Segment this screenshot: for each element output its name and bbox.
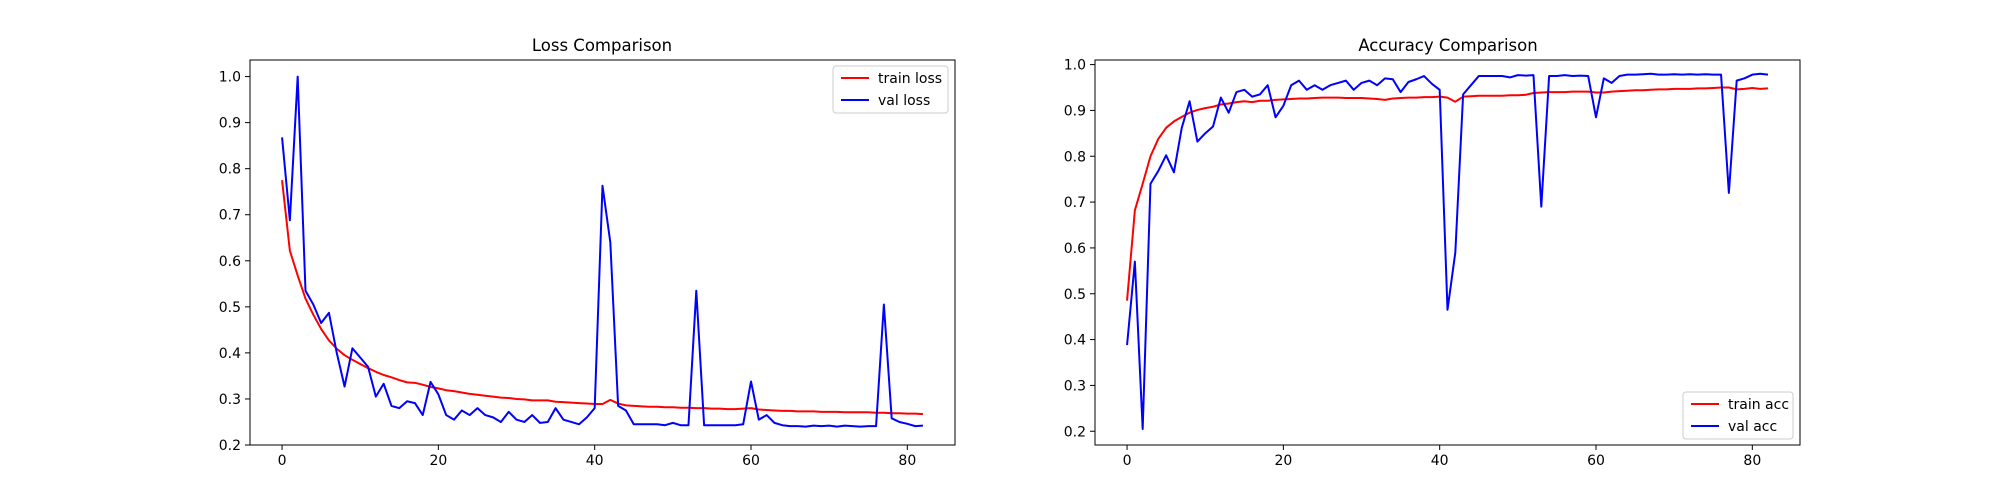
y-tick-label: 0.4 — [219, 346, 241, 362]
legend: train loss val loss — [832, 65, 949, 114]
y-tick-label: 0.2 — [1064, 424, 1086, 440]
legend-label-train-acc: train acc — [1728, 397, 1789, 413]
y-tick-label: 0.2 — [219, 438, 241, 454]
x-tick-label: 20 — [1274, 453, 1292, 469]
accuracy-chart: Accuracy Comparison 0 20 40 60 80 0.20.30.40… — [1064, 36, 1801, 469]
y-tick-label: 0.7 — [219, 208, 241, 224]
x-tick-label: 20 — [429, 453, 447, 469]
y-axis: 0.2 0.3 0.4 0.5 0.6 0.7 0.8 0.9 1.0 — [1064, 58, 1095, 440]
x-tick-label: 60 — [1587, 453, 1605, 469]
series-line-train-loss — [281, 180, 924, 416]
x-tick-label: 0 — [1123, 453, 1132, 469]
loss-chart: Loss Comparison 0 20 40 60 80 0.20.30.40.50.… — [219, 36, 956, 469]
chart-title: Loss Comparison — [532, 36, 672, 55]
series-line-val-acc — [1126, 72, 1769, 430]
y-tick-label: 0.4 — [1064, 333, 1086, 349]
y-tick-label: 0.5 — [1064, 287, 1086, 303]
x-tick-label: 80 — [898, 453, 916, 469]
y-tick-label: 0.6 — [1064, 241, 1086, 257]
plot-area — [1094, 59, 1801, 446]
y-tick-label: 0.9 — [219, 116, 241, 132]
series-lines — [1126, 72, 1769, 430]
legend: train acc val acc — [1682, 391, 1794, 440]
series-lines — [281, 75, 924, 428]
y-tick-label: 0.8 — [1064, 149, 1086, 165]
x-tick-label: 0 — [278, 453, 287, 469]
plot-area — [249, 59, 956, 446]
y-tick-label: 0.6 — [219, 254, 241, 270]
x-axis: 0 20 40 60 80 — [1123, 445, 1761, 469]
y-axis: 0.2 0.3 0.4 0.5 0.6 0.7 0.8 0.9 1.0 — [219, 70, 250, 454]
y-tick-label: 1.0 — [1064, 58, 1086, 74]
x-tick-label: 60 — [742, 453, 760, 469]
x-tick-label: 80 — [1743, 453, 1761, 469]
x-tick-label: 40 — [586, 453, 604, 469]
y-tick-label: 0.7 — [1064, 195, 1086, 211]
chart-title: Accuracy Comparison — [1358, 36, 1537, 55]
legend-label-val-loss: val loss — [878, 93, 930, 109]
y-tick-label: 0.5 — [219, 300, 241, 316]
y-tick-label: 0.8 — [219, 162, 241, 178]
x-tick-label: 40 — [1431, 453, 1449, 469]
series-line-val-loss — [281, 75, 924, 428]
y-tick-label: 1.0 — [219, 70, 241, 86]
y-tick-label: 0.3 — [219, 392, 241, 408]
x-axis: 0 20 40 60 80 — [278, 445, 916, 469]
y-tick-label: 0.3 — [1064, 378, 1086, 394]
legend-label-val-acc: val acc — [1728, 419, 1777, 435]
legend-label-train-loss: train loss — [878, 71, 942, 87]
series-line-train-acc — [1126, 86, 1769, 301]
y-tick-label: 0.9 — [1064, 103, 1086, 119]
